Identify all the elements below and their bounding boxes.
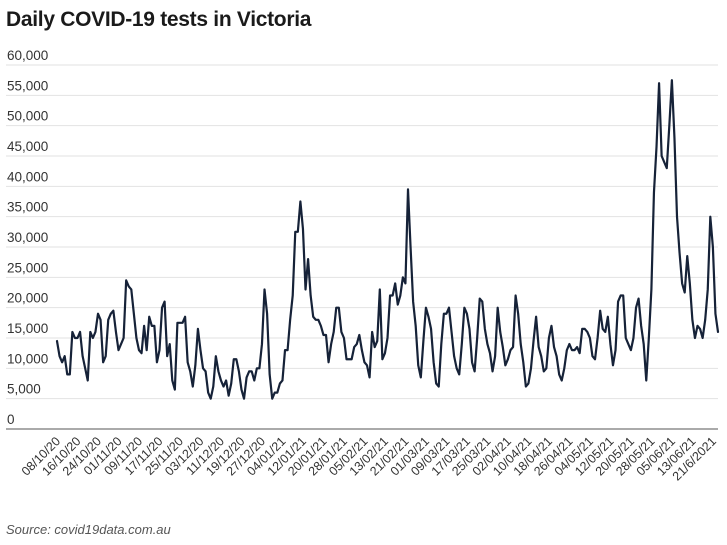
y-tick-label: 10,000 — [7, 351, 48, 366]
y-tick-label: 25,000 — [7, 260, 48, 275]
y-tick-label: 35,000 — [7, 200, 48, 215]
y-tick-label: 20,000 — [7, 291, 48, 306]
chart-title: Daily COVID-19 tests in Victoria — [6, 8, 312, 31]
y-axis-ticks: 0 5,000 10,000 15,000 20,000 25,000 30,000 35,0… — [7, 48, 48, 427]
series-line-daily-tests — [55, 79, 720, 400]
source-note: Source: covid19data.com.au — [6, 522, 171, 537]
y-tick-label: 60,000 — [7, 48, 48, 63]
y-tick-label: 30,000 — [7, 230, 48, 245]
y-tick-label: 50,000 — [7, 109, 48, 124]
y-tick-label: 45,000 — [7, 139, 48, 154]
y-tick-label: 0 — [7, 412, 15, 427]
y-tick-label: 15,000 — [7, 321, 48, 336]
y-tick-label: 5,000 — [7, 382, 41, 397]
gridlines — [6, 64, 718, 430]
series-layer — [55, 79, 720, 400]
x-axis-ticks: 08/10/2016/10/2024/10/2001/11/2009/11/20… — [19, 434, 719, 483]
y-tick-label: 55,000 — [7, 78, 48, 93]
y-tick-label: 40,000 — [7, 169, 48, 184]
